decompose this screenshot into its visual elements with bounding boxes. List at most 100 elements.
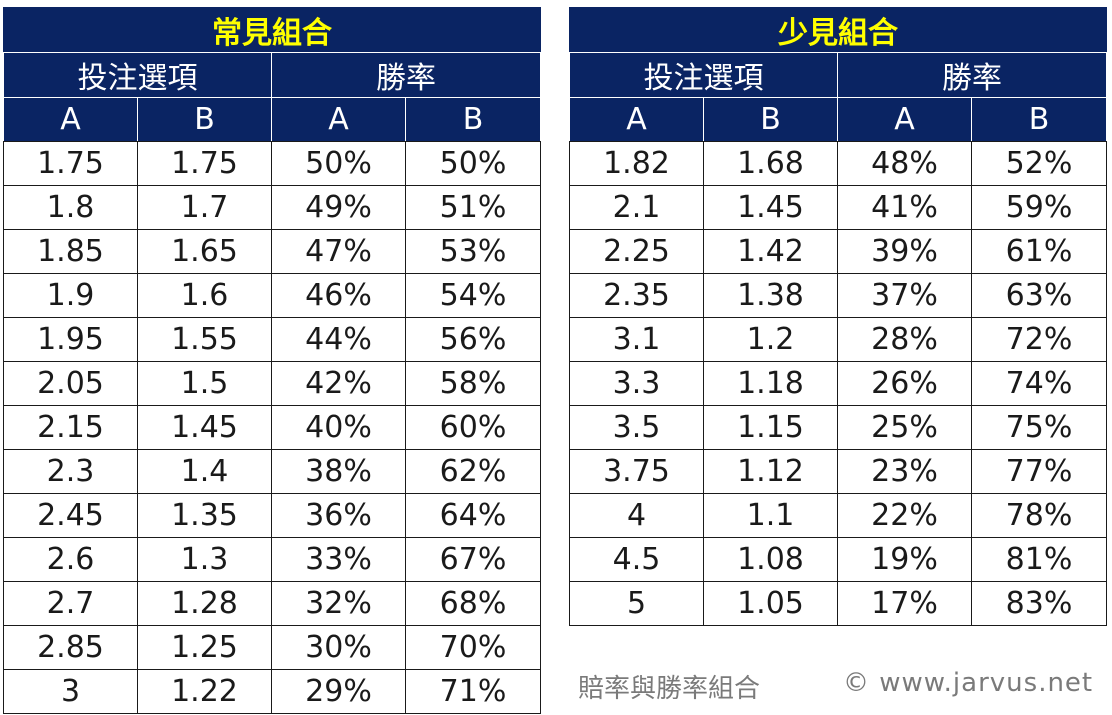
rare-table-row: 4 1.1 22% 78% bbox=[569, 493, 1107, 538]
common-table-row: 2.3 1.4 38% 62% bbox=[3, 449, 541, 494]
common-cell-odds-b: 1.65 bbox=[137, 229, 272, 274]
common-table-title: 常見組合 bbox=[3, 7, 541, 53]
common-cell-odds-b: 1.25 bbox=[137, 625, 272, 670]
rare-col-odds-a: A bbox=[569, 97, 704, 142]
rare-cell-odds-a: 3.75 bbox=[569, 449, 704, 494]
common-cell-rate-a: 36% bbox=[271, 493, 406, 538]
common-header-betting-options: 投注選項 bbox=[3, 52, 272, 98]
common-cell-odds-a: 3 bbox=[3, 669, 138, 714]
common-col-rate-b: B bbox=[405, 97, 541, 142]
common-cell-odds-a: 2.7 bbox=[3, 581, 138, 626]
rare-col-odds-b: B bbox=[703, 97, 838, 142]
common-cell-rate-b: 70% bbox=[405, 625, 541, 670]
common-cell-odds-a: 2.85 bbox=[3, 625, 138, 670]
rare-cell-odds-b: 1.45 bbox=[703, 185, 838, 230]
rare-cell-rate-b: 63% bbox=[971, 273, 1107, 318]
rare-cell-rate-a: 37% bbox=[837, 273, 972, 318]
rare-cell-rate-b: 59% bbox=[971, 185, 1107, 230]
common-cell-odds-a: 2.3 bbox=[3, 449, 138, 494]
common-cell-odds-b: 1.45 bbox=[137, 405, 272, 450]
rare-col-rate-b: B bbox=[971, 97, 1107, 142]
common-cell-odds-b: 1.22 bbox=[137, 669, 272, 714]
common-cell-rate-a: 30% bbox=[271, 625, 406, 670]
common-table-row: 1.95 1.55 44% 56% bbox=[3, 317, 541, 362]
rare-cell-odds-b: 1.08 bbox=[703, 537, 838, 582]
common-table-row: 2.05 1.5 42% 58% bbox=[3, 361, 541, 406]
rare-table-body: 1.82 1.68 48% 52% 2.1 1.45 41% 59% 2.25 1.42 39% 61… bbox=[569, 141, 1107, 626]
rare-cell-rate-b: 77% bbox=[971, 449, 1107, 494]
common-table-body: 1.75 1.75 50% 50% 1.8 1.7 49% 51% 1.85 1.65 47% 53%… bbox=[3, 141, 541, 714]
common-cell-odds-b: 1.6 bbox=[137, 273, 272, 318]
rare-cell-rate-b: 74% bbox=[971, 361, 1107, 406]
rare-table-row: 2.25 1.42 39% 61% bbox=[569, 229, 1107, 274]
common-table-row: 2.6 1.3 33% 67% bbox=[3, 537, 541, 582]
rare-cell-odds-a: 4.5 bbox=[569, 537, 704, 582]
common-cell-rate-b: 53% bbox=[405, 229, 541, 274]
common-col-odds-b: B bbox=[137, 97, 272, 142]
common-cell-odds-a: 1.85 bbox=[3, 229, 138, 274]
common-cell-odds-b: 1.7 bbox=[137, 185, 272, 230]
common-cell-odds-a: 1.95 bbox=[3, 317, 138, 362]
rare-cell-rate-a: 28% bbox=[837, 317, 972, 362]
rare-cell-odds-b: 1.1 bbox=[703, 493, 838, 538]
rare-table-row: 4.5 1.08 19% 81% bbox=[569, 537, 1107, 582]
rare-cell-rate-b: 61% bbox=[971, 229, 1107, 274]
rare-cell-rate-a: 48% bbox=[837, 141, 972, 186]
common-cell-odds-b: 1.55 bbox=[137, 317, 272, 362]
rare-cell-rate-a: 22% bbox=[837, 493, 972, 538]
rare-cell-rate-a: 23% bbox=[837, 449, 972, 494]
caption-title: 賠率與勝率組合 bbox=[578, 674, 761, 704]
rare-table-row: 2.35 1.38 37% 63% bbox=[569, 273, 1107, 318]
rare-table-row: 2.1 1.45 41% 59% bbox=[569, 185, 1107, 230]
common-cell-rate-b: 62% bbox=[405, 449, 541, 494]
rare-table-row: 5 1.05 17% 83% bbox=[569, 581, 1107, 626]
common-cell-odds-b: 1.5 bbox=[137, 361, 272, 406]
common-cell-rate-a: 33% bbox=[271, 537, 406, 582]
common-cell-rate-a: 38% bbox=[271, 449, 406, 494]
rare-cell-odds-a: 2.35 bbox=[569, 273, 704, 318]
rare-cell-odds-a: 1.82 bbox=[569, 141, 704, 186]
common-cell-rate-b: 50% bbox=[405, 141, 541, 186]
common-table-row: 2.45 1.35 36% 64% bbox=[3, 493, 541, 538]
rare-table-row: 1.82 1.68 48% 52% bbox=[569, 141, 1107, 186]
rare-cell-rate-b: 72% bbox=[971, 317, 1107, 362]
rare-cell-rate-b: 78% bbox=[971, 493, 1107, 538]
rare-cell-odds-b: 1.18 bbox=[703, 361, 838, 406]
copyright-notice: © www.jarvus.net bbox=[843, 668, 1094, 698]
rare-combinations-table: 少見組合 投注選項 勝率 A B A B 1.82 1.68 48% 52% 2.1 1.… bbox=[569, 7, 1107, 626]
common-cell-rate-a: 44% bbox=[271, 317, 406, 362]
rare-cell-odds-b: 1.42 bbox=[703, 229, 838, 274]
common-col-rate-a: A bbox=[271, 97, 406, 142]
rare-cell-odds-a: 3.5 bbox=[569, 405, 704, 450]
rare-cell-odds-a: 5 bbox=[569, 581, 704, 626]
common-cell-rate-a: 46% bbox=[271, 273, 406, 318]
rare-cell-odds-a: 4 bbox=[569, 493, 704, 538]
common-cell-rate-a: 32% bbox=[271, 581, 406, 626]
common-cell-rate-a: 50% bbox=[271, 141, 406, 186]
common-table-row: 2.85 1.25 30% 70% bbox=[3, 625, 541, 670]
rare-cell-odds-a: 3.1 bbox=[569, 317, 704, 362]
common-cell-odds-b: 1.75 bbox=[137, 141, 272, 186]
rare-cell-odds-b: 1.38 bbox=[703, 273, 838, 318]
common-table-row: 1.8 1.7 49% 51% bbox=[3, 185, 541, 230]
common-cell-odds-a: 2.6 bbox=[3, 537, 138, 582]
rare-cell-rate-b: 81% bbox=[971, 537, 1107, 582]
rare-cell-odds-b: 1.2 bbox=[703, 317, 838, 362]
common-table-row: 1.75 1.75 50% 50% bbox=[3, 141, 541, 186]
rare-table-row: 3.3 1.18 26% 74% bbox=[569, 361, 1107, 406]
common-cell-odds-a: 2.05 bbox=[3, 361, 138, 406]
common-col-odds-a: A bbox=[3, 97, 138, 142]
rare-header-betting-options: 投注選項 bbox=[569, 52, 838, 98]
rare-cell-odds-b: 1.12 bbox=[703, 449, 838, 494]
rare-col-rate-a: A bbox=[837, 97, 972, 142]
common-table-row: 3 1.22 29% 71% bbox=[3, 669, 541, 714]
common-cell-odds-a: 1.9 bbox=[3, 273, 138, 318]
rare-cell-rate-a: 41% bbox=[837, 185, 972, 230]
common-cell-rate-a: 42% bbox=[271, 361, 406, 406]
rare-table-title: 少見組合 bbox=[569, 7, 1107, 53]
common-cell-rate-a: 47% bbox=[271, 229, 406, 274]
rare-cell-rate-a: 26% bbox=[837, 361, 972, 406]
common-cell-odds-a: 1.8 bbox=[3, 185, 138, 230]
common-table-row: 1.85 1.65 47% 53% bbox=[3, 229, 541, 274]
common-cell-rate-a: 40% bbox=[271, 405, 406, 450]
